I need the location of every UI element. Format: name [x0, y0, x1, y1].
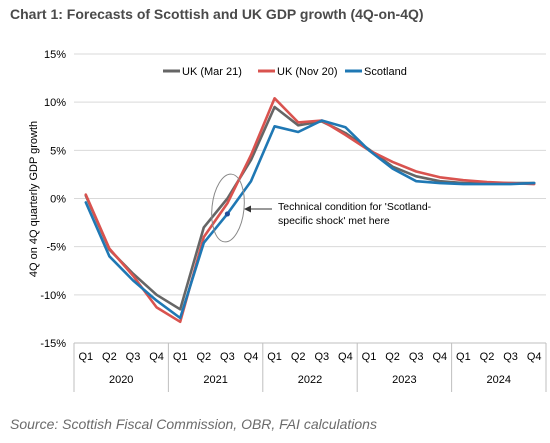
x-tick-label: Q2 — [385, 351, 400, 363]
annotation-arrow-head — [244, 205, 251, 213]
x-tick-label: Q3 — [409, 351, 424, 363]
x-tick-label: Q2 — [102, 351, 117, 363]
y-tick-label: 15% — [44, 49, 66, 61]
legend-label: Scotland — [364, 66, 407, 78]
x-axis: Q1 Q2 Q3 Q4 Q1 Q2 Q3 Q4 Q1 Q2 Q3 Q4 Q1 Q2 Q3 Q4 Q1 Q2 Q3 Q4… — [73, 342, 547, 392]
legend-label: UK (Nov 20) — [277, 66, 338, 78]
series-line-scotland — [84, 119, 536, 320]
year-label: 2023 — [392, 374, 416, 386]
annotation: Technical condition for 'Scotland- speci… — [211, 173, 432, 243]
x-tick-label: Q4 — [338, 351, 353, 363]
annotation-ellipse — [211, 173, 245, 243]
legend-label: UK (Mar 21) — [182, 66, 242, 78]
annotation-text-line-2: specific shock' met here — [278, 215, 390, 227]
year-label: 2020 — [109, 374, 133, 386]
chart-title: Chart 1: Forecasts of Scottish and UK GD… — [10, 6, 424, 22]
year-label: 2024 — [487, 374, 511, 386]
y-axis-label: 4Q on 4Q quarterly GDP growth — [28, 121, 40, 277]
y-tick-label: 10% — [44, 97, 66, 109]
y-axis-ticks: 15% 10% 5% 0% -5% -10% -15% — [40, 49, 66, 350]
year-label: 2021 — [203, 374, 227, 386]
x-tick-label: Q4 — [149, 351, 164, 363]
x-tick-label: Q3 — [220, 351, 235, 363]
x-tick-label: Q1 — [173, 351, 188, 363]
series-line-uk-nov-20 — [84, 97, 536, 324]
x-tick-label: Q3 — [503, 351, 518, 363]
x-tick-label: Q4 — [527, 351, 542, 363]
y-tick-label: -15% — [40, 338, 66, 350]
year-label: 2022 — [298, 374, 322, 386]
annotation-text-line-1: Technical condition for 'Scotland- — [278, 201, 432, 213]
x-tick-label: Q1 — [362, 351, 377, 363]
x-tick-label: Q4 — [432, 351, 447, 363]
x-tick-label: Q2 — [480, 351, 495, 363]
x-tick-label: Q4 — [244, 351, 259, 363]
x-tick-label: Q2 — [291, 351, 306, 363]
x-tick-label: Q3 — [126, 351, 141, 363]
x-tick-label: Q2 — [196, 351, 211, 363]
x-tick-label: Q1 — [78, 351, 93, 363]
highlight-point — [224, 211, 230, 217]
x-tick-label: Q3 — [314, 351, 329, 363]
gridlines — [74, 53, 546, 296]
line-chart: 15%10%5%0%-5%-10%-15% Q1 Q2 Q3 Q4 Q1 Q2 Q3 Q4 Q1… — [28, 49, 547, 392]
x-tick-label: Q1 — [267, 351, 282, 363]
source-note: Source: Scottish Fiscal Commission, OBR,… — [10, 416, 377, 432]
x-tick-label: Q1 — [456, 351, 471, 363]
y-tick-label: -10% — [40, 290, 66, 302]
y-tick-label: 5% — [50, 145, 66, 157]
legend: UK (Mar 21) UK (Nov 20) Scotland — [163, 66, 407, 78]
series-lines — [84, 97, 536, 324]
y-tick-label: -5% — [46, 242, 66, 254]
y-tick-label: 0% — [50, 194, 66, 206]
